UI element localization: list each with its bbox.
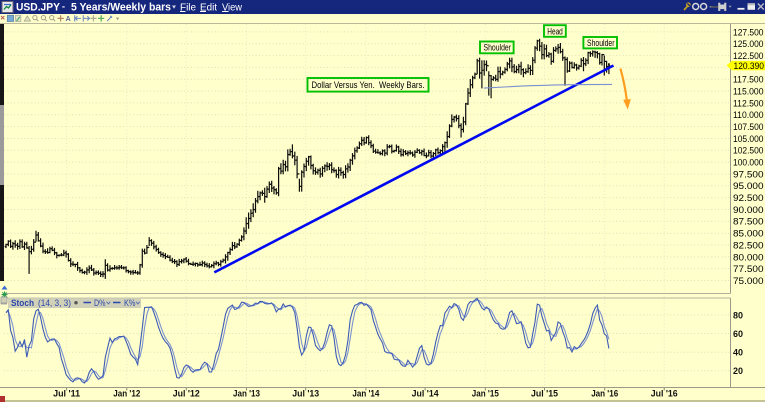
svg-text:102.500: 102.500 [733, 146, 764, 156]
svg-text:115.000: 115.000 [733, 87, 764, 97]
svg-text:85.000: 85.000 [733, 229, 764, 239]
svg-text:K%: K% [124, 298, 136, 308]
svg-text:Jan '12: Jan '12 [113, 389, 140, 399]
svg-text:Head: Head [547, 26, 563, 36]
svg-text:112.500: 112.500 [733, 98, 764, 108]
svg-text:127.500: 127.500 [733, 27, 764, 37]
svg-text:107.500: 107.500 [733, 122, 764, 132]
svg-text:View: View [222, 2, 242, 14]
svg-text:Jul '14: Jul '14 [412, 389, 440, 399]
svg-text:Jan '16: Jan '16 [591, 389, 618, 399]
svg-text:Shoulder: Shoulder [587, 38, 615, 48]
svg-text:80.000: 80.000 [733, 252, 764, 262]
svg-text:97.500: 97.500 [733, 169, 764, 179]
svg-text:D%: D% [94, 298, 106, 308]
svg-text:USD.JPY: USD.JPY [16, 2, 61, 14]
svg-text:110.000: 110.000 [733, 110, 764, 120]
svg-text:Jul '12: Jul '12 [173, 389, 200, 399]
svg-text:82.500: 82.500 [733, 240, 764, 250]
svg-text:Jul '13: Jul '13 [292, 389, 319, 399]
svg-text:-: - [62, 2, 65, 12]
svg-text:120.390: 120.390 [734, 61, 765, 71]
svg-text:Jan '15: Jan '15 [472, 389, 499, 399]
svg-text:117.500: 117.500 [733, 75, 764, 85]
svg-text:125.000: 125.000 [733, 39, 764, 49]
svg-text:Edit: Edit [200, 2, 217, 14]
svg-text:40: 40 [733, 348, 743, 358]
svg-text:Jul '16: Jul '16 [651, 389, 678, 399]
svg-text:(14, 3, 3): (14, 3, 3) [38, 298, 71, 308]
svg-text:60: 60 [733, 329, 743, 339]
svg-text:Jul '15: Jul '15 [531, 389, 558, 399]
svg-text:122.500: 122.500 [733, 51, 764, 61]
svg-text:Shoulder: Shoulder [484, 43, 512, 53]
svg-text:90.000: 90.000 [733, 205, 764, 215]
svg-text:5 Years/Weekly bars: 5 Years/Weekly bars [71, 2, 171, 14]
svg-text:77.500: 77.500 [733, 264, 764, 274]
svg-text:80: 80 [733, 310, 743, 320]
svg-text:Jul '11: Jul '11 [53, 389, 80, 399]
svg-text:Dollar Versus Yen. Weekly Bar: Dollar Versus Yen. Weekly Bars. [312, 80, 425, 90]
svg-text:File: File [180, 2, 196, 14]
svg-text:92.500: 92.500 [733, 193, 764, 203]
svg-text:100.000: 100.000 [733, 158, 764, 168]
svg-text:A: A [65, 14, 71, 23]
svg-text:87.500: 87.500 [733, 217, 764, 227]
svg-text:95.000: 95.000 [733, 181, 764, 191]
svg-text:Jan '13: Jan '13 [233, 389, 260, 399]
svg-text:Stoch: Stoch [11, 298, 34, 308]
svg-text:75.000: 75.000 [733, 276, 764, 286]
svg-text:Jan '14: Jan '14 [352, 389, 380, 399]
svg-text:20: 20 [733, 366, 743, 376]
svg-text:105.000: 105.000 [733, 134, 764, 144]
